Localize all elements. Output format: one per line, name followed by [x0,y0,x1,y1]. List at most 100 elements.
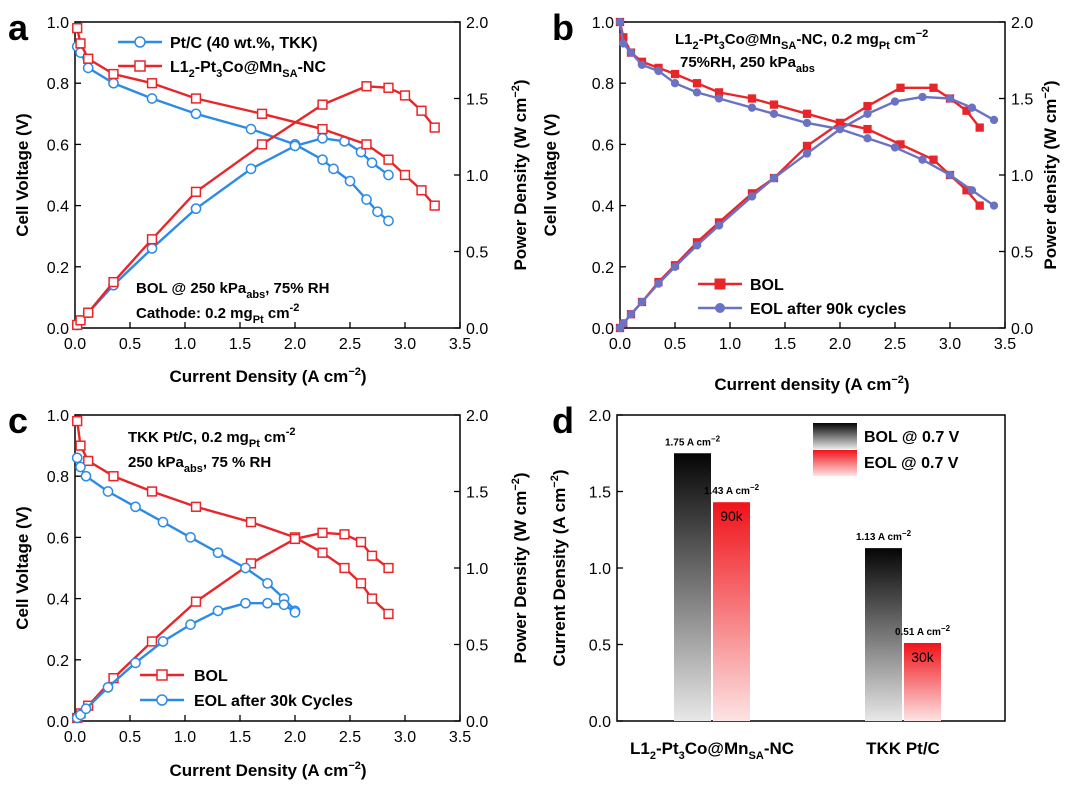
data-point [344,175,356,187]
panel-b-letter: b [552,7,574,48]
y-right-tick-label: 1.5 [1011,92,1033,109]
data-point [317,527,328,538]
data-point [355,536,367,548]
panel-a-right-ticks: 0.0 0.5 1.0 1.5 2.0 [454,15,488,338]
data-point [190,186,202,197]
data-point [245,516,257,528]
y-left-tick-label: 0.6 [47,137,69,154]
panel-b-left-ticks: 0.0 0.2 0.4 0.6 0.8 1.0 [592,15,626,338]
x-tick-label: 2.5 [884,336,906,353]
y-left-tick-label: 1.0 [47,15,69,32]
x-tick-label: 2.5 [339,336,361,353]
data-point [692,79,702,88]
data-point [108,471,119,482]
data-point [366,550,378,561]
data-point [918,155,927,164]
series-line-bol-left [618,21,981,207]
data-point [863,102,872,111]
data-point [190,203,202,215]
x-tick-label: 0.0 [64,729,86,746]
data-point [289,533,301,545]
y-right-tick-label: 1.5 [466,485,488,502]
panel-a-x-axis-label: Current Density (A cm−2) [169,366,366,386]
data-point [945,94,955,103]
data-point [328,163,339,175]
x-tick-label: 0.5 [119,336,141,353]
bar-cycle-label: 30k [911,649,935,665]
data-point [240,562,251,574]
panel-b-note-1: L12-Pt3Co@MnSA-NC, 0.2 mgPt cm−2 [675,28,928,52]
data-point [361,139,372,150]
data-point [80,703,92,715]
bar-value-label: 1.43 A cm−2 [704,483,760,497]
x-tick-label: 3.5 [994,336,1016,353]
y-right-tick-label: 0.5 [466,245,488,262]
data-point [185,532,196,543]
data-point [317,154,328,166]
data-point [108,77,119,89]
y-left-tick-label: 0.0 [592,321,614,338]
panel-a-note-2: Cathode: 0.2 mgPt cm-2 [136,302,299,326]
bar-value-label: 1.13 A cm−2 [856,529,912,543]
data-point [146,93,158,104]
panel-b: b 0.0 0.5 1.0 1.5 2.0 2.5 3.0 3.5 0.00.20.40.60… [541,7,1060,394]
data-point [747,192,757,201]
data-point [692,241,702,250]
panel-a-left-ticks: 0.0 0.2 0.4 0.6 0.8 1.0 [47,15,81,338]
panel-c-left-ticks: 0.0 0.2 0.4 0.6 0.8 1.0 [47,408,81,731]
data-point [75,440,86,451]
data-point [714,221,724,230]
bar-value-label: 0.51 A cm−2 [895,624,951,638]
data-point [157,516,169,528]
panel-d: d 0.0 0.5 1.0 1.5 2.0 1.75 A cm−2 1.13 A cm−2… [549,400,1006,762]
bar-eol-0 [713,502,750,721]
x-tick-label: 2.0 [829,336,851,353]
data-point [146,486,158,497]
panel-b-series [615,17,999,333]
legend-label-eol: EOL after 90k cycles [750,301,906,318]
panel-c-right-ticks: 0.0 0.5 1.0 1.5 2.0 [454,408,488,731]
data-point [157,636,169,647]
panel-c-series [71,415,394,724]
data-point [83,455,94,467]
y-left-tick-label: 0.2 [47,260,69,277]
data-point [802,141,812,151]
data-point [989,115,999,125]
panel-d-y-ticks: 0.0 0.5 1.0 1.5 2.0 [589,408,623,731]
panel-c: c 0.0 0.5 1.0 1.5 2.0 2.5 3.0 3.5 0.00.20.40.60… [8,400,530,780]
data-point [130,657,141,669]
y-left-tick-label: 0.6 [47,530,69,547]
data-point [82,62,94,74]
data-point [190,108,202,120]
panel-a-x-ticks: 0.0 0.5 1.0 1.5 2.0 2.5 3.0 3.5 [64,322,471,353]
data-point [83,53,94,64]
data-point [429,200,440,211]
data-point [383,215,394,227]
data-point [989,201,999,210]
data-point [863,134,872,143]
data-point [366,593,378,604]
data-point [975,123,984,132]
series-line-bol-right [619,86,981,329]
y-tick-label: 0.5 [589,638,611,655]
x-tick-label: 2.0 [284,336,306,353]
data-point [769,109,779,118]
data-point [863,124,872,134]
y-right-tick-label: 2.0 [1011,15,1033,32]
data-point [212,547,224,559]
data-point [256,108,268,119]
data-point [256,139,268,150]
y-right-tick-label: 0.0 [1011,321,1033,338]
x-tick-label: 1.0 [174,336,196,353]
legend-label-bol-d: BOL @ 0.7 V [864,429,960,446]
data-point [245,163,257,175]
x-tick-label: 1.5 [229,336,251,353]
panel-b-x-ticks: 0.0 0.5 1.0 1.5 2.0 2.5 3.0 3.5 [609,322,1016,353]
data-point [146,234,158,245]
y-right-tick-label: 0.0 [466,321,488,338]
data-point [146,636,158,647]
panel-c-legend: BOL EOL after 30k Cycles [140,668,353,710]
y-right-tick-label: 1.0 [1011,168,1033,185]
data-point [416,105,427,116]
